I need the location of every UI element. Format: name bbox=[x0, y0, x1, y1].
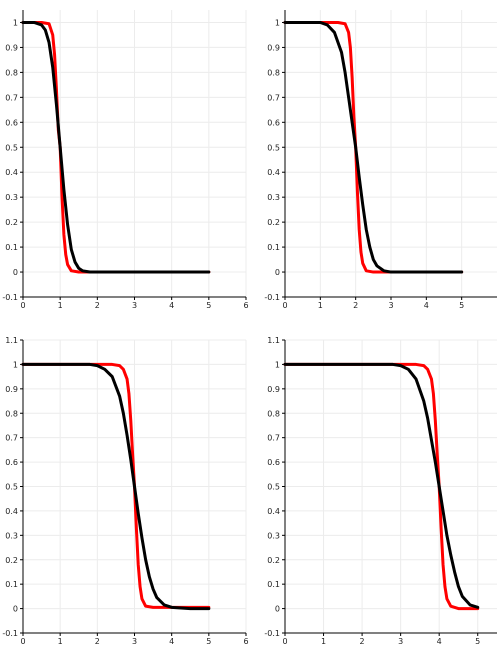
x-tick-label: 3 bbox=[398, 637, 403, 646]
y-tick-label: 0.2 bbox=[267, 218, 280, 227]
x-tick-label: 3 bbox=[388, 301, 393, 310]
subplot-2: -0.100.10.20.30.40.50.60.70.80.910 1 2 3 4 5 bbox=[264, 10, 497, 310]
x-tick-label: 0 bbox=[282, 637, 287, 646]
black-series-line bbox=[21, 20, 211, 274]
x-tick-label: 5 bbox=[206, 637, 211, 646]
y-tick-label: 0.6 bbox=[267, 118, 280, 127]
y-tick-label: 0.7 bbox=[5, 434, 18, 443]
black-series-line bbox=[21, 362, 211, 611]
y-tick-label: -0.1 bbox=[2, 629, 18, 638]
y-tick-label: 1 bbox=[13, 18, 18, 27]
y-tick-label: 0.1 bbox=[5, 243, 18, 252]
y-tick-label: 0.9 bbox=[267, 43, 280, 52]
y-tick-label: 0.6 bbox=[267, 458, 280, 467]
y-tick-label: 0.9 bbox=[267, 385, 280, 394]
y-tick-label: 0.7 bbox=[5, 93, 18, 102]
y-tick-label: 0.5 bbox=[5, 483, 18, 492]
y-tick-label: 0.4 bbox=[267, 507, 280, 516]
x-tick-label: 5 bbox=[206, 301, 211, 310]
x-tick-label: 3 bbox=[132, 637, 137, 646]
y-tick-label: 0.2 bbox=[267, 556, 280, 565]
y-tick-label: 0.1 bbox=[267, 243, 280, 252]
x-tick-label: 4 bbox=[169, 637, 174, 646]
x-tick-label: 0 bbox=[20, 637, 25, 646]
x-tick-label: 2 bbox=[360, 637, 365, 646]
y-tick-label: 1.1 bbox=[5, 336, 18, 345]
subplot-4: -0.100.10.20.30.40.50.60.70.80.911.10 1 2 3… bbox=[264, 336, 497, 646]
y-tick-label: 0.4 bbox=[5, 507, 18, 516]
x-tick-label: 5 bbox=[459, 301, 464, 310]
x-tick-label: 4 bbox=[169, 301, 174, 310]
y-tick-label: 0.5 bbox=[5, 143, 18, 152]
y-tick-label: 0.1 bbox=[5, 580, 18, 589]
y-tick-label: 0.3 bbox=[267, 193, 280, 202]
y-tick-label: 0.8 bbox=[267, 409, 280, 418]
y-tick-label: 0.5 bbox=[267, 143, 280, 152]
y-tick-label: 0.1 bbox=[267, 580, 280, 589]
y-tick-label: 0.8 bbox=[5, 409, 18, 418]
black-series-line bbox=[283, 362, 480, 609]
x-tick-label: 1 bbox=[318, 301, 323, 310]
black-series-line bbox=[283, 20, 464, 274]
x-tick-label: 1 bbox=[321, 637, 326, 646]
x-tick-label: 2 bbox=[353, 301, 358, 310]
y-tick-label: 0.9 bbox=[5, 43, 18, 52]
y-tick-label: 0.4 bbox=[267, 168, 280, 177]
x-tick-label: 3 bbox=[132, 301, 137, 310]
x-tick-label: 1 bbox=[58, 301, 63, 310]
y-tick-label: 0.7 bbox=[267, 434, 280, 443]
x-tick-label: 2 bbox=[95, 301, 100, 310]
y-tick-label: 0 bbox=[13, 268, 18, 277]
y-tick-label: 0.6 bbox=[5, 118, 18, 127]
y-tick-label: 0.9 bbox=[5, 385, 18, 394]
y-tick-label: 0.5 bbox=[267, 483, 280, 492]
y-tick-label: 1.1 bbox=[267, 336, 280, 345]
subplot-1: -0.100.10.20.30.40.50.60.70.80.910 1 2 3 4 5 6 bbox=[2, 10, 249, 310]
y-tick-label: 0.3 bbox=[5, 531, 18, 540]
y-tick-label: 0.7 bbox=[267, 93, 280, 102]
y-tick-label: 0 bbox=[13, 605, 18, 614]
y-tick-label: 1 bbox=[13, 360, 18, 369]
y-tick-label: -0.1 bbox=[264, 629, 280, 638]
y-tick-label: 0.8 bbox=[267, 68, 280, 77]
y-tick-label: 0.4 bbox=[5, 168, 18, 177]
x-tick-label: 5 bbox=[475, 637, 480, 646]
y-tick-label: 0.3 bbox=[5, 193, 18, 202]
x-tick-label: 4 bbox=[437, 637, 442, 646]
x-tick-label: 2 bbox=[95, 637, 100, 646]
y-tick-label: 1 bbox=[275, 18, 280, 27]
red-series-line bbox=[283, 362, 480, 611]
x-tick-label: 1 bbox=[58, 637, 63, 646]
x-tick-label: 6 bbox=[243, 637, 248, 646]
y-tick-label: 0.8 bbox=[5, 68, 18, 77]
x-tick-label: 0 bbox=[282, 301, 287, 310]
y-tick-label: -0.1 bbox=[264, 293, 280, 302]
x-tick-label: 6 bbox=[243, 301, 248, 310]
y-tick-label: 0 bbox=[275, 268, 280, 277]
y-tick-label: 0.2 bbox=[5, 556, 18, 565]
y-tick-label: -0.1 bbox=[2, 293, 18, 302]
y-tick-label: 1 bbox=[275, 360, 280, 369]
subplot-3: -0.100.10.20.30.40.50.60.70.80.911.10 1 2 3… bbox=[2, 336, 248, 646]
y-tick-label: 0.3 bbox=[267, 531, 280, 540]
y-tick-label: 0.6 bbox=[5, 458, 18, 467]
x-tick-label: 4 bbox=[424, 301, 429, 310]
y-tick-label: 0 bbox=[275, 605, 280, 614]
y-tick-label: 0.2 bbox=[5, 218, 18, 227]
x-tick-label: 0 bbox=[20, 301, 25, 310]
